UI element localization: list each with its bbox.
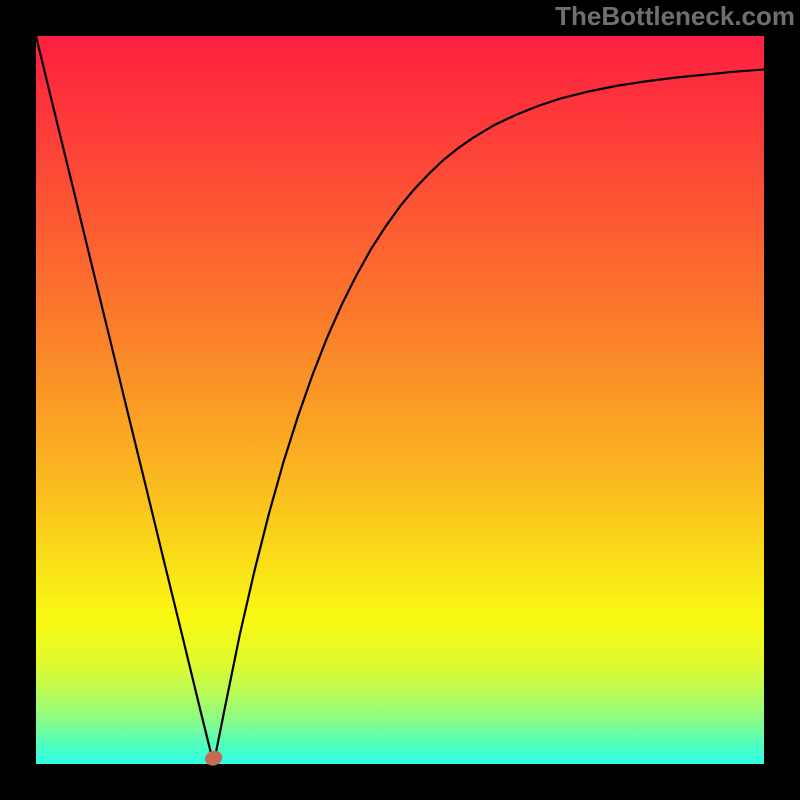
chart-container: TheBottleneck.com <box>0 0 800 800</box>
chart-svg <box>0 0 800 800</box>
watermark-text: TheBottleneck.com <box>555 1 795 32</box>
plot-background <box>36 36 764 764</box>
